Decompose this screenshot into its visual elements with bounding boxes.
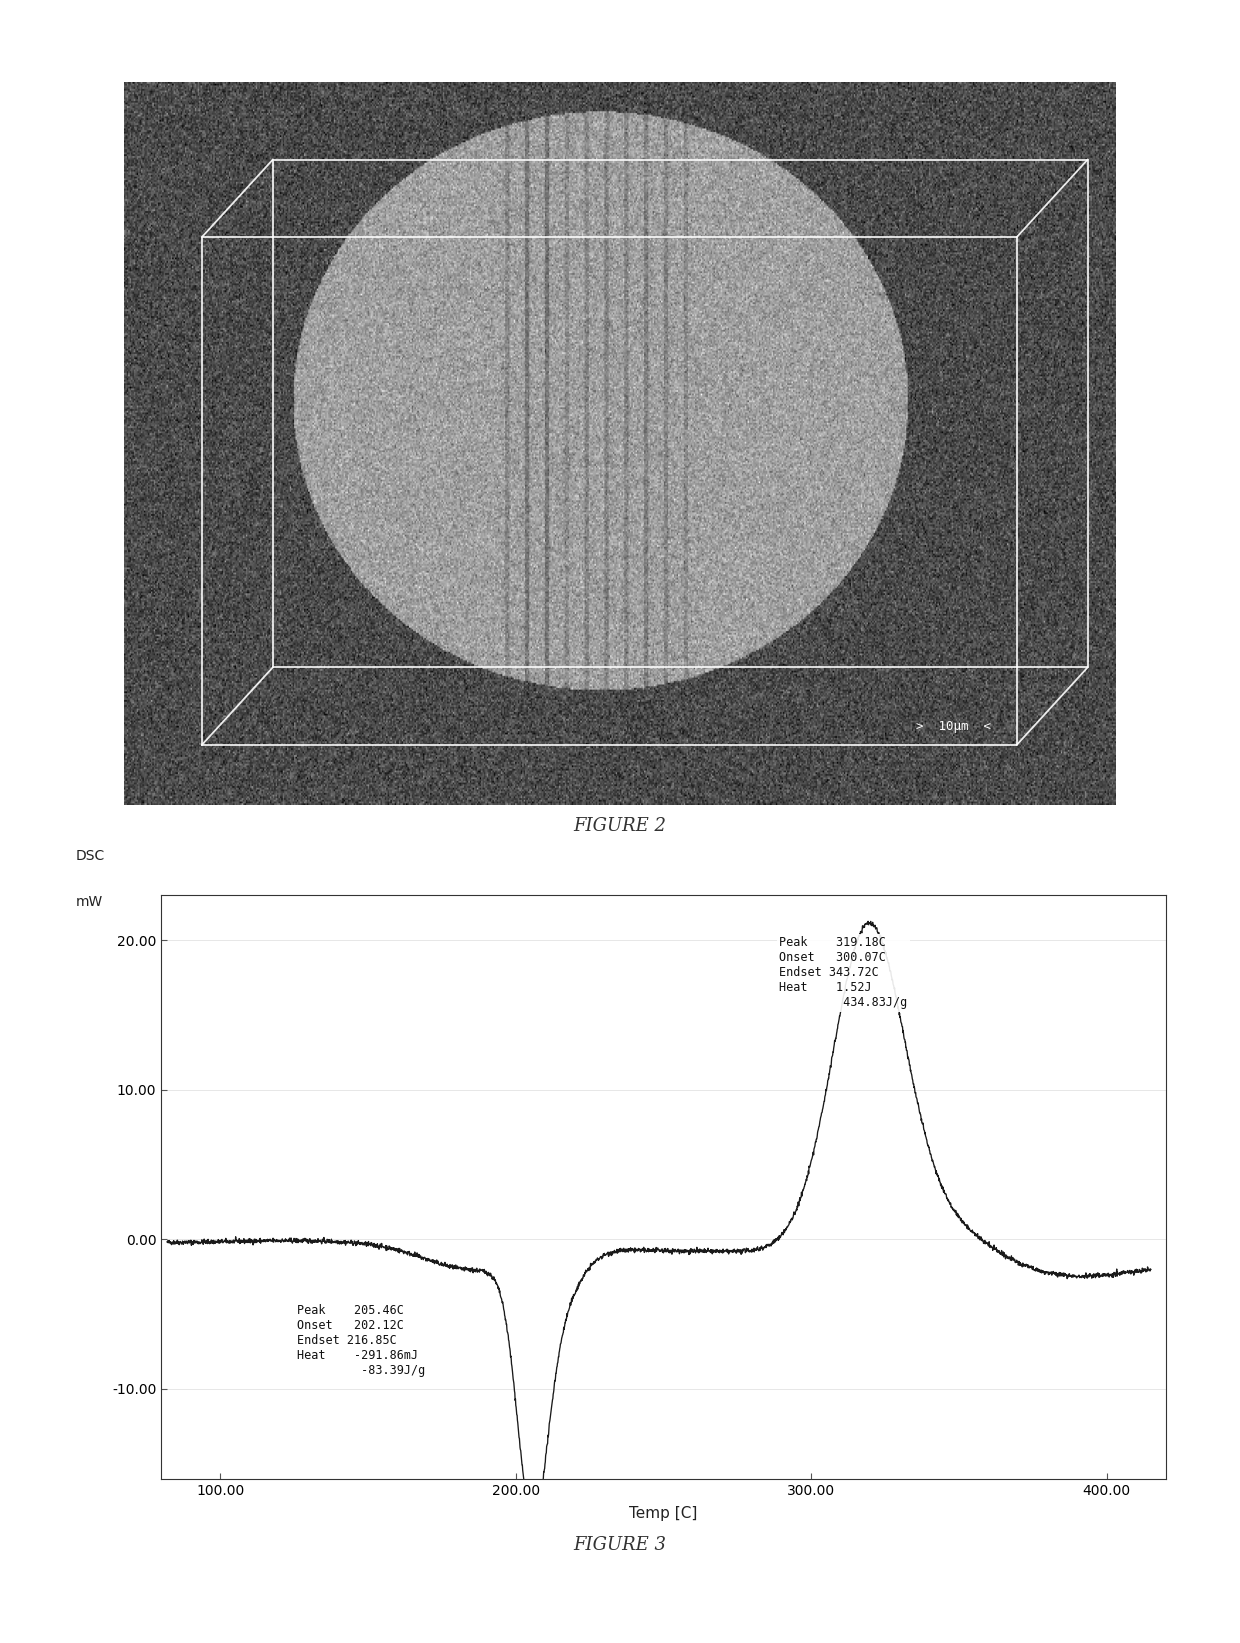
X-axis label: Temp [C]: Temp [C] bbox=[629, 1507, 698, 1521]
Text: mW: mW bbox=[76, 895, 103, 910]
Text: >  10μm  <: > 10μm < bbox=[915, 720, 991, 733]
Text: Peak    205.46C
Onset   202.12C
Endset 216.85C
Heat    -291.86mJ
         -83.39: Peak 205.46C Onset 202.12C Endset 216.85… bbox=[296, 1305, 425, 1377]
Text: Peak    319.18C
Onset   300.07C
Endset 343.72C
Heat    1.52J
         434.83J/g: Peak 319.18C Onset 300.07C Endset 343.72… bbox=[779, 937, 908, 1009]
Text: DSC: DSC bbox=[76, 849, 105, 863]
Text: FIGURE 3: FIGURE 3 bbox=[573, 1536, 667, 1554]
Text: FIGURE 2: FIGURE 2 bbox=[573, 817, 667, 835]
